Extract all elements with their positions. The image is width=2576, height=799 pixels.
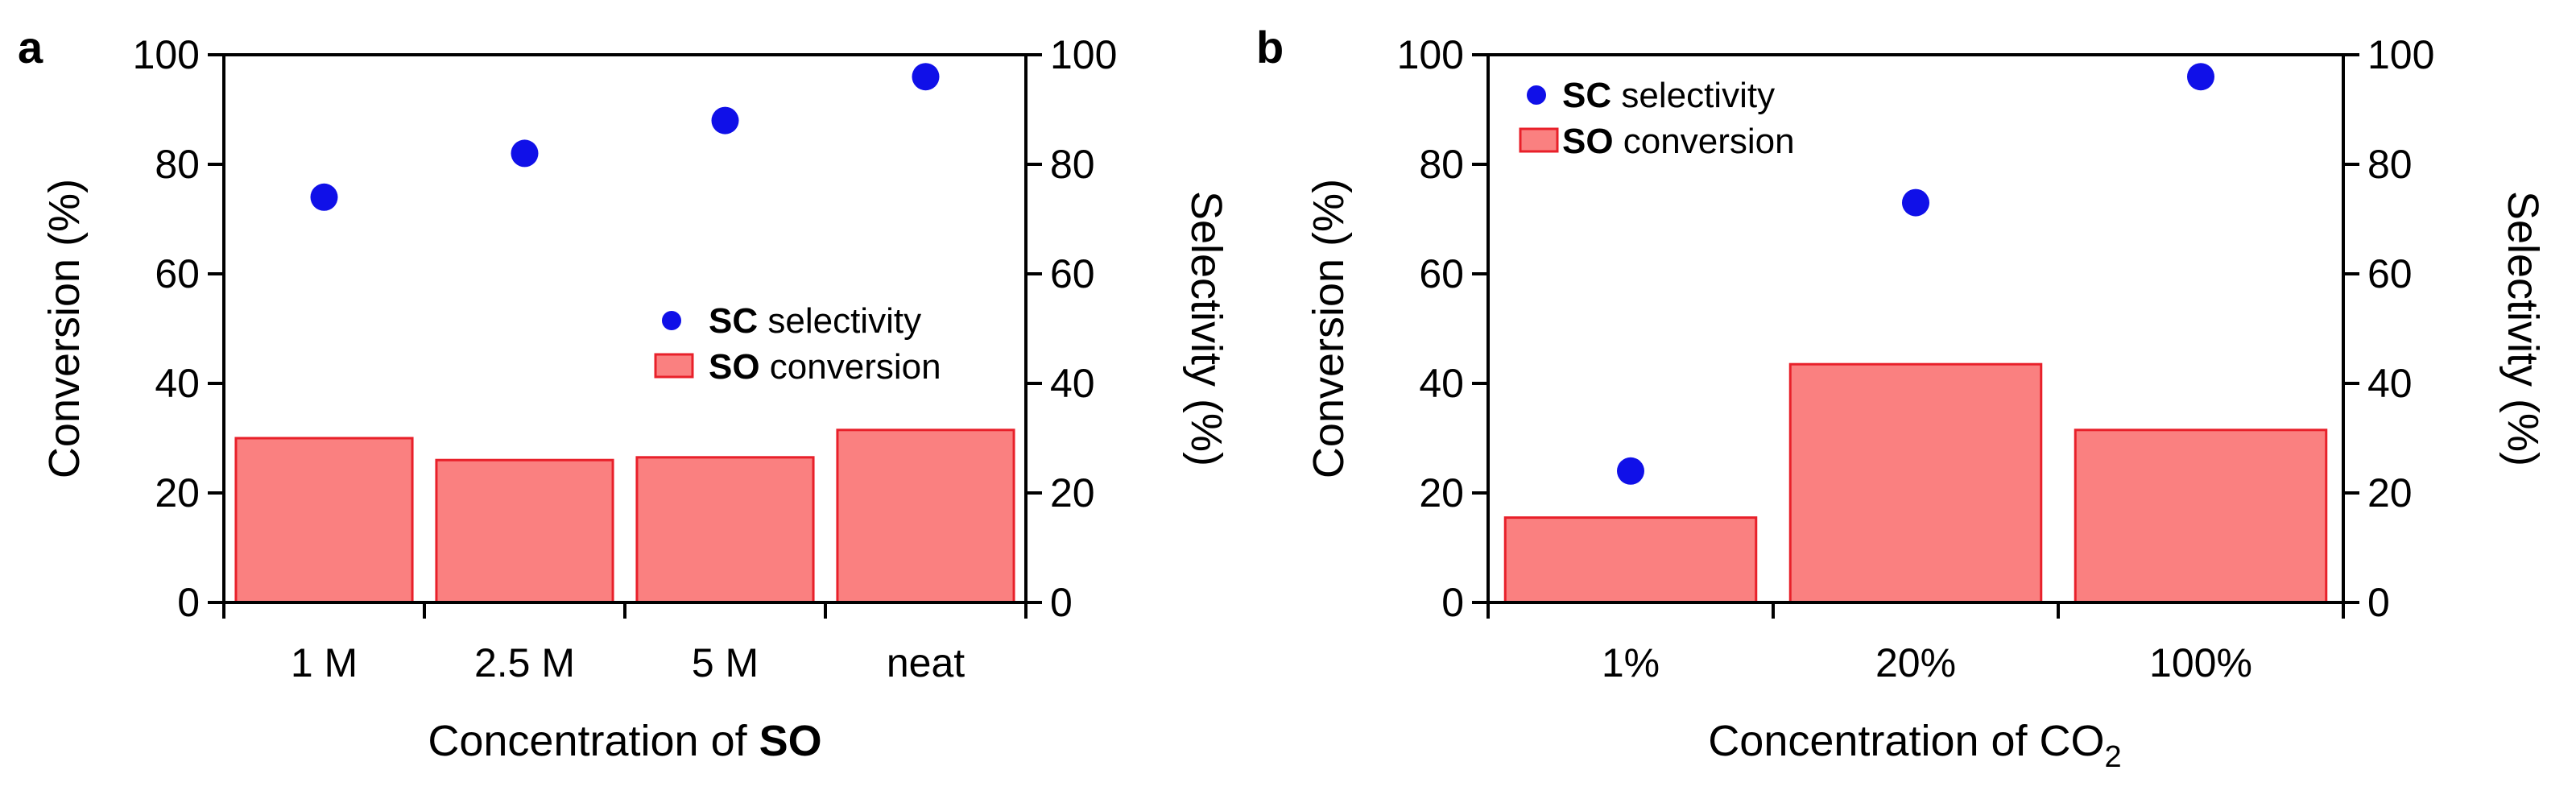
panel-b-ytick-label-2: 40 (1419, 361, 1464, 406)
panel-b-y2tick-label-4: 80 (2367, 142, 2413, 187)
panel-a-point-0 (310, 183, 338, 211)
panel-b-ytick-label-0: 0 (1441, 580, 1464, 625)
panel-b-y2-label: Selectivity (%) (2499, 191, 2547, 466)
panel-b-x-label-text: Concentration of CO (1708, 717, 2104, 765)
panel-a-point-3 (912, 63, 940, 91)
panel-a-legend-sc: SC selectivity (709, 301, 921, 341)
panel-a-right-ticks: 0 20 40 60 80 100 (1026, 32, 1117, 625)
panel-b-legend-sc: SC selectivity (1562, 76, 1775, 115)
panel-b-y-label: Conversion (%) (1305, 179, 1353, 478)
panel-b-right-ticks: 0 20 40 60 80 100 (2343, 32, 2434, 625)
panel-a-y-label: Conversion (%) (40, 179, 89, 478)
panel-b-bar-0 (1503, 516, 1758, 604)
panel-a-x-ticks: 1 M 2.5 M 5 M neat (222, 602, 1028, 685)
panel-a-x-label: Concentration of SO (428, 717, 821, 765)
panel-a-y2tick-label-2: 40 (1050, 361, 1095, 406)
panel-a-y2tick-label-4: 80 (1050, 142, 1095, 187)
panel-b-legend-so: SO conversion (1562, 122, 1795, 161)
panel-b-point-0 (1617, 457, 1644, 485)
panel-a-bar-0 (234, 437, 414, 604)
panel-a-ytick-label-2: 40 (155, 361, 200, 406)
panel-b-axes (1486, 53, 2345, 604)
panel-b-left-ticks: 0 20 40 60 80 100 (1397, 32, 1488, 625)
panel-b-ytick-label-1: 20 (1419, 470, 1464, 515)
panel-b-bar-2 (2074, 428, 2328, 604)
panel-b-x-label-sub: 2 (2105, 740, 2122, 774)
panel-b-category-label-0: 1% (1602, 640, 1660, 685)
panel-a-letter: a (18, 22, 43, 72)
panel-b-category-label-2: 100% (2149, 640, 2252, 685)
panel-b-y2tick-label-2: 40 (2367, 361, 2413, 406)
panel-a-bar-3 (836, 428, 1015, 604)
panel-b-points (1617, 63, 2214, 485)
panel-a-x-label-bold: SO (759, 717, 822, 765)
panel-a: a 0 20 40 60 80 100 0 20 40 60 80 100 1 M 2.5 M 5 M n… (18, 22, 1230, 765)
panel-a-bars (234, 428, 1015, 604)
panel-b-legend: SC selectivity SO conversion (1519, 76, 1795, 161)
panel-a-category-label-2: 5 M (692, 640, 759, 685)
panel-b-y2tick-label-3: 60 (2367, 251, 2413, 296)
panel-a-ytick-label-4: 80 (155, 142, 200, 187)
panel-a-y2-label: Selectivity (%) (1182, 191, 1230, 466)
panel-b-category-label-1: 20% (1875, 640, 1956, 685)
panel-a-left-ticks: 0 20 40 60 80 100 (133, 32, 224, 625)
panel-b-ytick-label-5: 100 (1397, 32, 1464, 77)
panel-a-ytick-label-0: 0 (177, 580, 200, 625)
panel-a-x-label-text: Concentration of (428, 717, 759, 765)
panel-b-y2tick-label-5: 100 (2367, 32, 2434, 77)
panel-b-ytick-label-4: 80 (1419, 142, 1464, 187)
panel-a-point-1 (511, 139, 539, 168)
panel-a-bar-2 (635, 456, 815, 604)
panel-a-points (310, 63, 940, 211)
panel-a-category-label-1: 2.5 M (474, 640, 575, 685)
panel-b-letter: b (1256, 22, 1284, 72)
panel-b-point-1 (1902, 188, 1929, 217)
panel-b: b 0 20 40 60 80 100 0 20 40 60 80 100 1% 20% 100% Co… (1256, 22, 2547, 774)
panel-a-legend-so: SO conversion (709, 347, 941, 387)
panel-b-legend-marker (1527, 85, 1546, 105)
panel-b-point-2 (2187, 63, 2214, 91)
panel-a-category-label-3: neat (887, 640, 965, 685)
panel-b-y2tick-label-1: 20 (2367, 470, 2413, 515)
panel-a-y2tick-label-3: 60 (1050, 251, 1095, 296)
panel-b-legend-swatch (1519, 127, 1559, 153)
panel-a-ytick-label-3: 60 (155, 251, 200, 296)
panel-a-legend: SC selectivity SO conversion (654, 301, 941, 387)
panel-a-ytick-label-5: 100 (133, 32, 200, 77)
panel-a-point-2 (711, 106, 739, 135)
panel-b-x-ticks: 1% 20% 100% (1486, 602, 2345, 685)
panel-b-bar-1 (1788, 362, 2043, 604)
panel-b-bars (1503, 362, 2328, 604)
panel-b-x-label: Concentration of CO2 (1708, 717, 2121, 774)
panel-a-y2tick-label-5: 100 (1050, 32, 1117, 77)
panel-a-legend-marker (662, 311, 681, 330)
panel-a-category-label-0: 1 M (291, 640, 358, 685)
panel-b-ytick-label-3: 60 (1419, 251, 1464, 296)
panel-a-ytick-label-1: 20 (155, 470, 200, 515)
panel-a-bar-1 (435, 458, 614, 604)
panel-b-y2tick-label-0: 0 (2367, 580, 2390, 625)
panel-a-y2tick-label-1: 20 (1050, 470, 1095, 515)
panel-a-y2tick-label-0: 0 (1050, 580, 1073, 625)
panel-a-legend-swatch (654, 353, 694, 379)
